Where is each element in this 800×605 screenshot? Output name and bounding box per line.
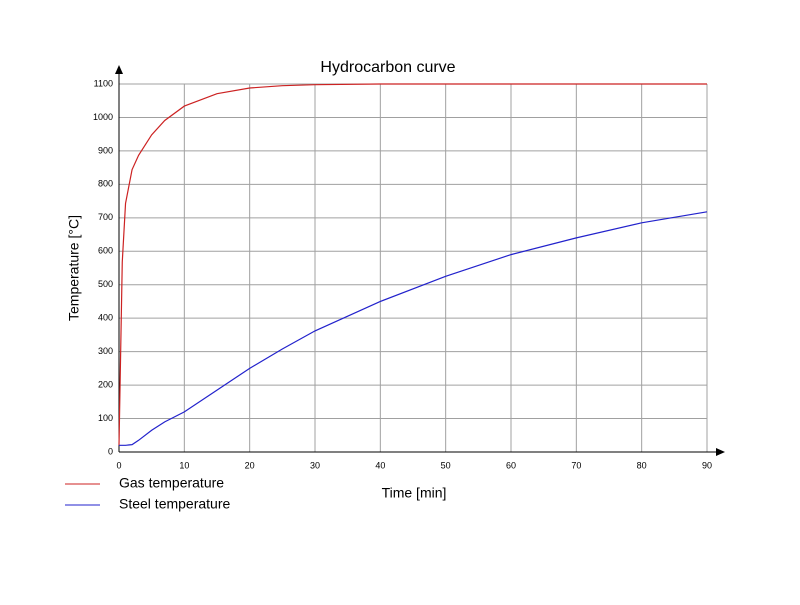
y-tick-label: 300 bbox=[98, 346, 113, 356]
y-tick-label: 200 bbox=[98, 379, 113, 389]
x-tick-label: 90 bbox=[702, 460, 712, 470]
x-tick-label: 80 bbox=[637, 460, 647, 470]
y-tick-label: 500 bbox=[98, 279, 113, 289]
y-tick-label: 900 bbox=[98, 145, 113, 155]
x-tick-label: 70 bbox=[571, 460, 581, 470]
legend-label: Steel temperature bbox=[119, 496, 230, 512]
y-tick-label: 100 bbox=[98, 413, 113, 423]
x-tick-label: 30 bbox=[310, 460, 320, 470]
y-tick-label: 1000 bbox=[93, 112, 113, 122]
y-axis-arrow bbox=[115, 65, 123, 74]
x-tick-label: 10 bbox=[179, 460, 189, 470]
x-tick-label: 60 bbox=[506, 460, 516, 470]
x-tick-label: 50 bbox=[441, 460, 451, 470]
y-tick-label: 600 bbox=[98, 246, 113, 256]
y-axis-label: Temperature [°C] bbox=[66, 215, 82, 321]
x-tick-label: 40 bbox=[375, 460, 385, 470]
data-line bbox=[118, 83, 707, 446]
chart-title: Hydrocarbon curve bbox=[320, 59, 455, 76]
y-tick-label: 0 bbox=[108, 446, 113, 456]
data-line bbox=[119, 211, 708, 446]
x-axis-label: Time [min] bbox=[382, 485, 447, 501]
y-tick-label: 700 bbox=[98, 212, 113, 222]
x-axis-arrow bbox=[716, 448, 725, 456]
y-tick-label: 400 bbox=[98, 313, 113, 323]
x-tick-label: 20 bbox=[245, 460, 255, 470]
y-tick-label: 1100 bbox=[94, 78, 113, 88]
x-tick-label: 0 bbox=[116, 460, 121, 470]
legend-label: Gas temperature bbox=[119, 475, 224, 491]
y-tick-label: 800 bbox=[98, 179, 113, 189]
